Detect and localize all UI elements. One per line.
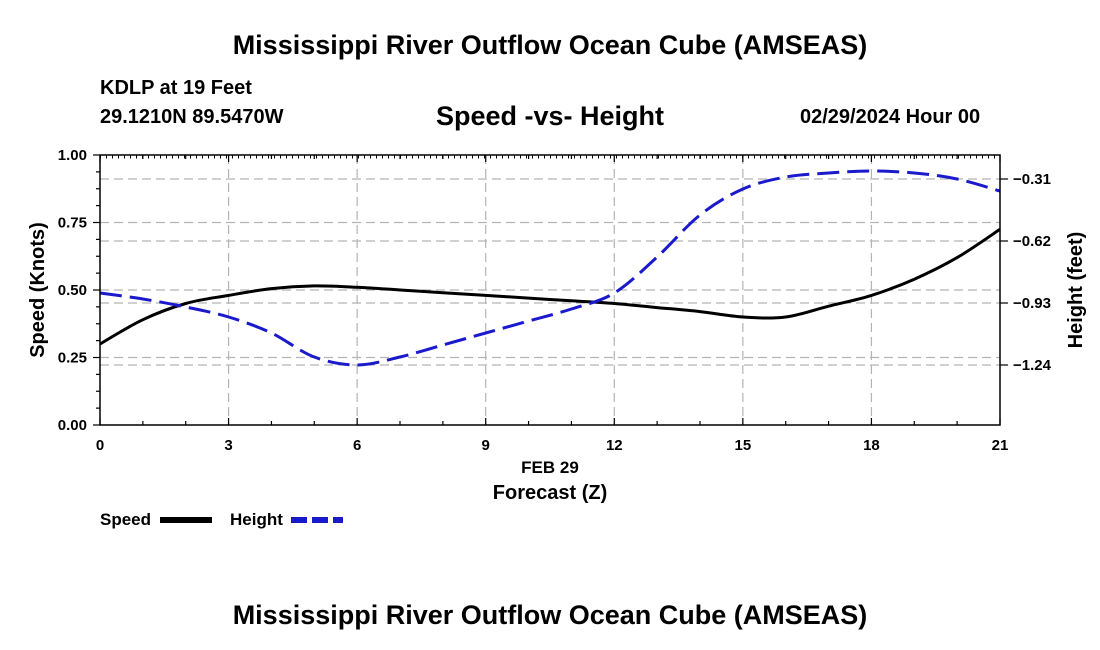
footer-title: Mississippi River Outflow Ocean Cube (AM…: [232, 600, 868, 630]
x-tick-label: 6: [353, 437, 361, 454]
x-tick-label: 0: [96, 437, 104, 454]
x-tick-label: 15: [735, 437, 752, 454]
grid-layer: [100, 155, 1000, 425]
y2-tick-label: −0.62: [1013, 233, 1051, 250]
x-tick-label: 21: [992, 437, 1009, 454]
x-tick-label: 9: [482, 437, 490, 454]
station-coordinates: 29.1210N 89.5470W: [100, 106, 284, 128]
series-layer: [99, 169, 1001, 367]
x-tick-label: 12: [606, 437, 623, 454]
y-axis-label: Speed (Knots): [27, 222, 49, 358]
y2-tick-label: −0.31: [1013, 171, 1051, 188]
legend-height-label: Height: [230, 510, 283, 529]
axis-layer: 0 3 6 9 12 15 18 21 0.00 0.25 0.50 0.75 1.00 −0.31 −0.…: [58, 147, 1052, 454]
y2-tick-label: −1.24: [1013, 357, 1052, 374]
y-tick-label: 0.25: [58, 350, 87, 367]
x-tick-label: 18: [863, 437, 880, 454]
y2-tick-label: −0.93: [1013, 295, 1051, 312]
legend-speed-label: Speed: [100, 510, 152, 529]
x-axis-label: Forecast (Z): [492, 482, 608, 504]
main-title: Mississippi River Outflow Ocean Cube (AM…: [232, 30, 868, 60]
y-tick-label: 1.00: [58, 147, 87, 164]
x-tick-label: 3: [224, 437, 232, 454]
station-label: KDLP at 19 Feet: [100, 77, 252, 99]
chart-subtitle: Speed -vs- Height: [435, 101, 665, 131]
x-axis-date-label: FEB 29: [521, 458, 579, 477]
y-tick-label: 0.75: [58, 215, 87, 232]
forecast-datetime: 02/29/2024 Hour 00: [800, 106, 981, 128]
speed-series-line: [99, 228, 1001, 346]
y2-axis-label: Height (feet): [1065, 232, 1087, 349]
height-series-line: [99, 169, 1001, 367]
y-tick-label: 0.50: [58, 282, 87, 299]
y-tick-label: 0.00: [58, 417, 87, 434]
